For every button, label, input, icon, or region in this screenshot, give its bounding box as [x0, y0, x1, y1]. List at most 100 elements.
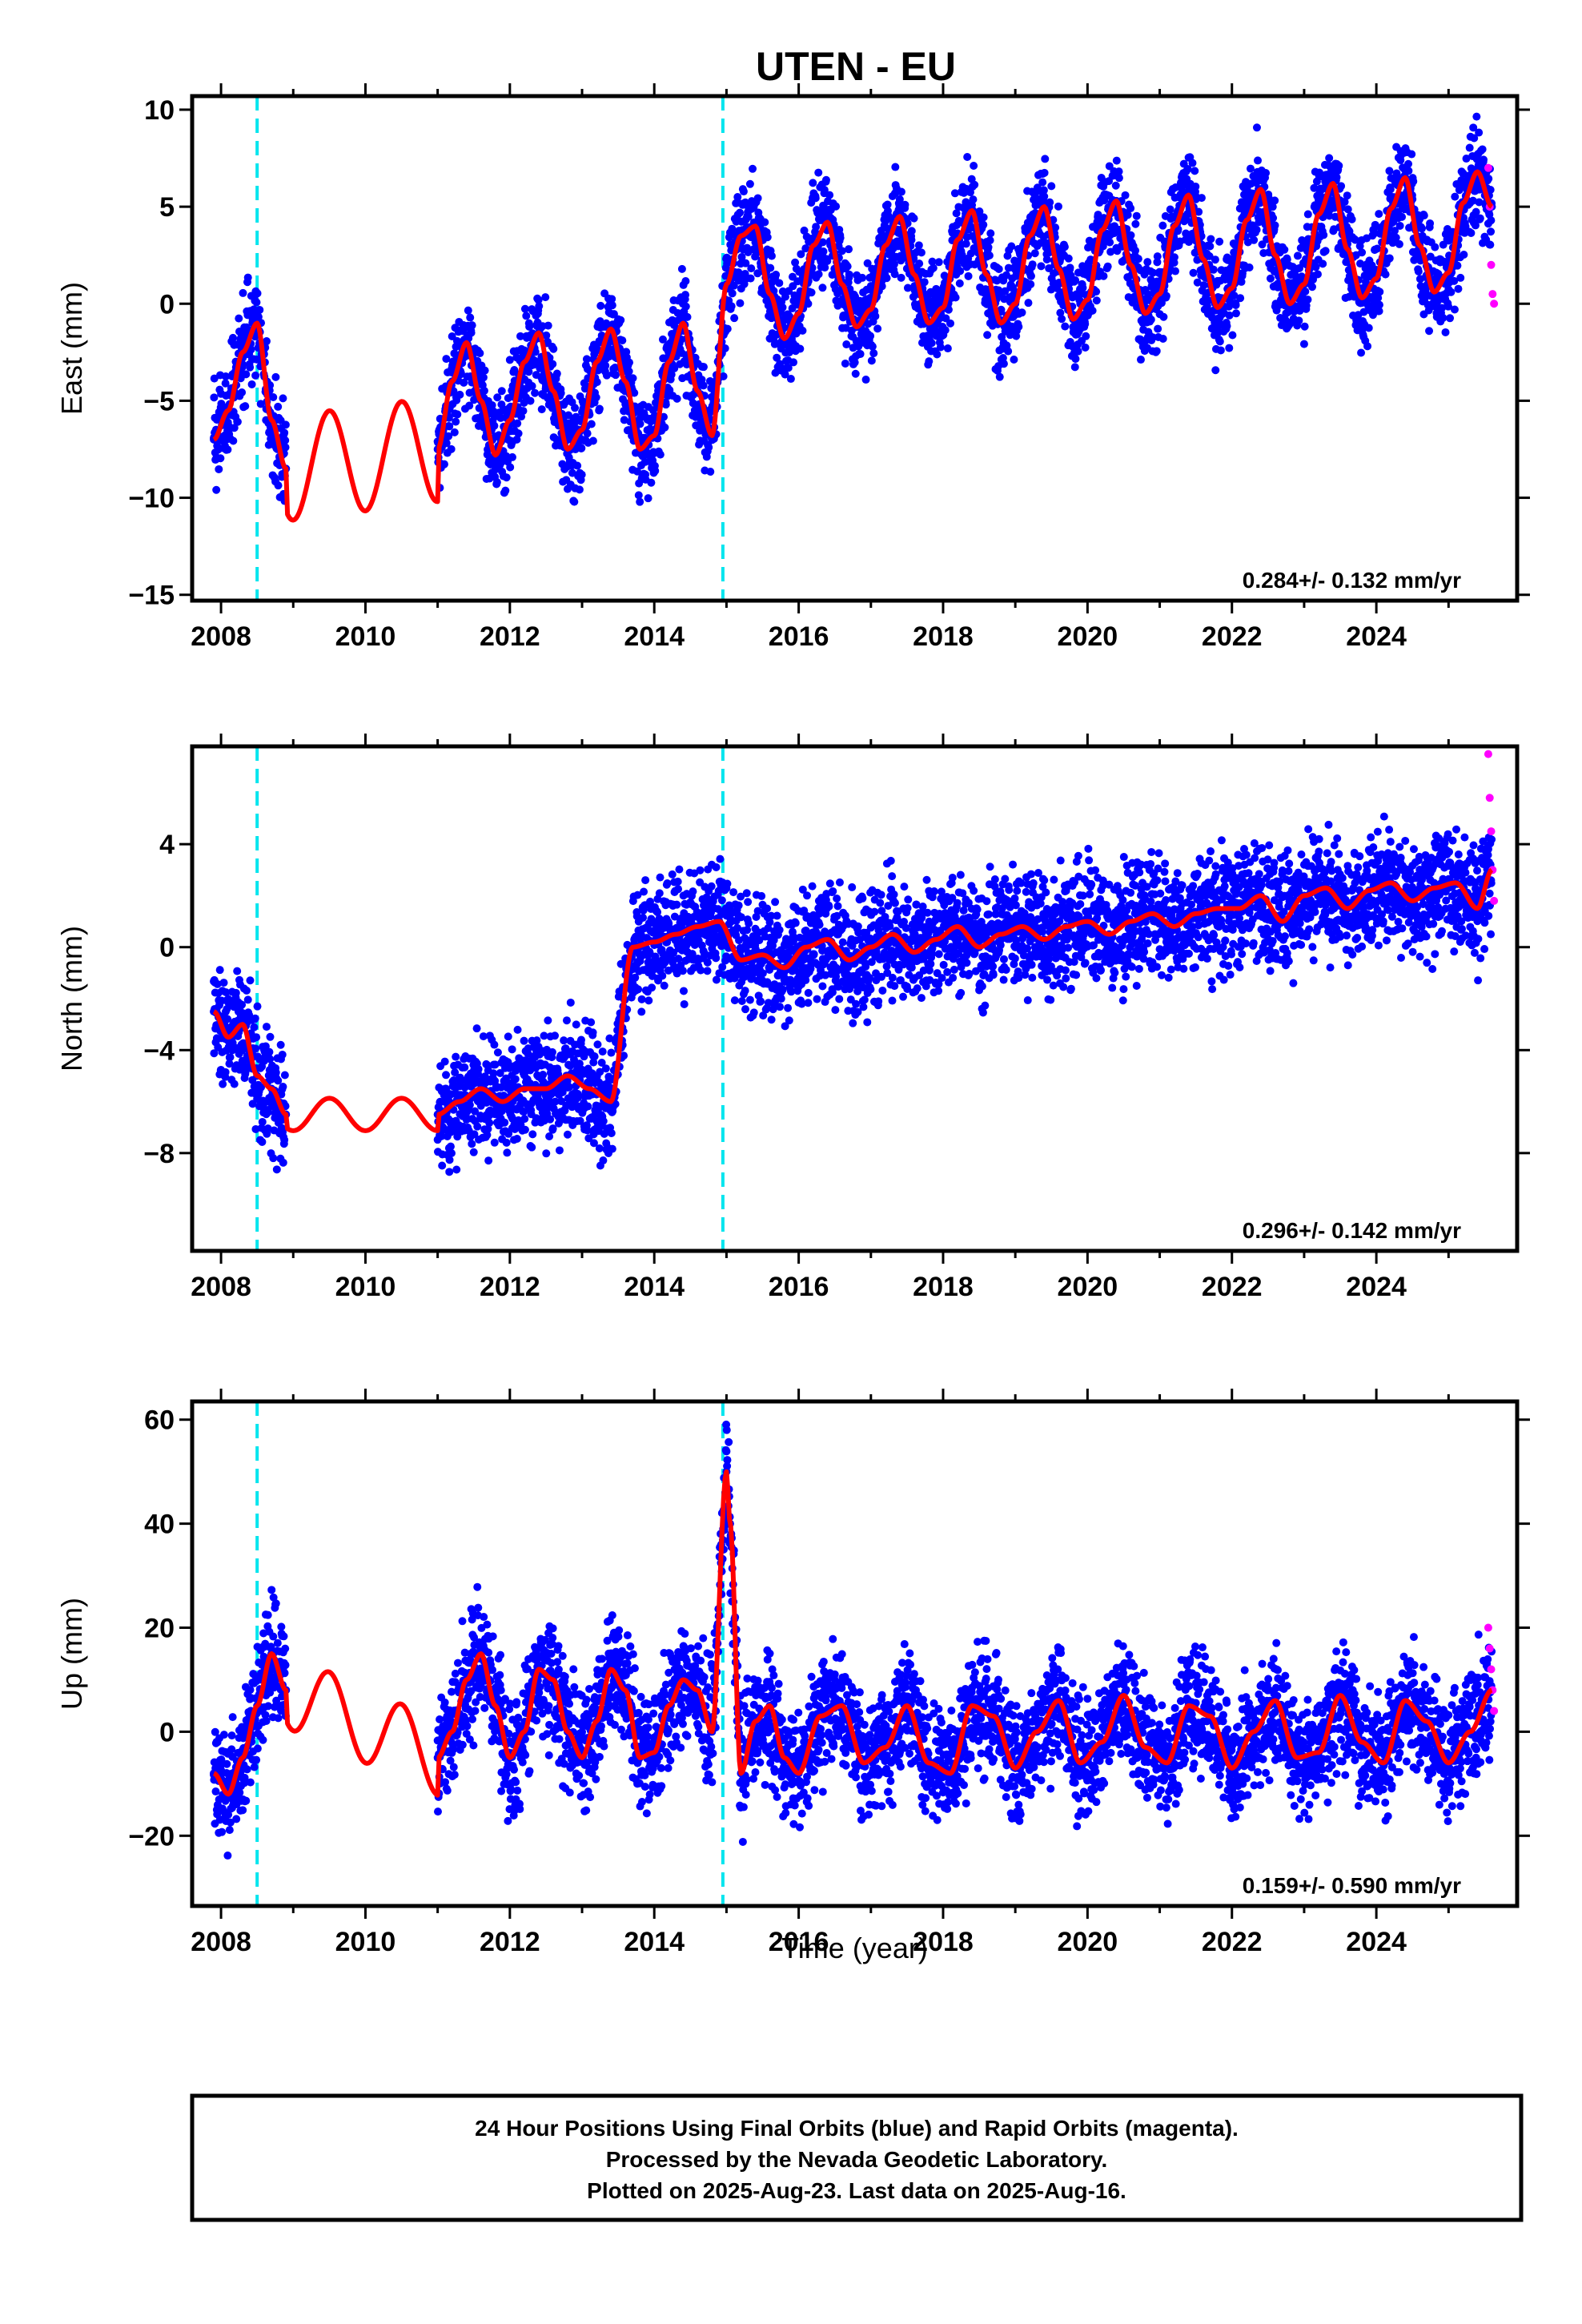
final-orbit-point	[456, 390, 464, 399]
final-orbit-point	[222, 988, 231, 997]
final-orbit-point	[468, 1140, 476, 1148]
final-orbit-point	[1465, 143, 1474, 152]
final-orbit-point	[471, 1107, 480, 1116]
final-orbit-point	[1418, 224, 1427, 233]
final-orbit-point	[279, 1082, 287, 1091]
final-orbit-point	[1094, 211, 1102, 219]
final-orbit-point	[513, 419, 522, 428]
final-orbit-point	[239, 288, 247, 297]
final-orbit-point	[1071, 355, 1080, 364]
final-orbit-point	[440, 460, 448, 468]
final-orbit-point	[216, 454, 225, 463]
final-orbit-point	[464, 306, 472, 315]
final-orbit-point	[1381, 270, 1390, 279]
final-orbit-point	[541, 293, 550, 302]
final-orbit-point	[1099, 271, 1108, 280]
final-orbit-point	[661, 400, 670, 409]
final-orbit-point	[950, 189, 959, 198]
final-orbit-point	[233, 967, 242, 975]
final-orbit-point	[667, 370, 676, 379]
final-orbit-point	[528, 1143, 536, 1152]
final-orbit-point	[1045, 264, 1054, 273]
final-orbit-point	[845, 245, 853, 254]
final-orbit-point	[986, 229, 995, 238]
final-orbit-point	[1295, 316, 1303, 325]
final-orbit-point	[250, 1023, 259, 1031]
final-orbit-point	[746, 274, 755, 283]
final-orbit-point	[767, 251, 776, 260]
final-orbit-point	[588, 436, 597, 445]
final-orbit-point	[480, 386, 488, 395]
final-orbit-point	[705, 443, 713, 452]
final-orbit-point	[453, 410, 462, 419]
final-orbit-point	[531, 348, 540, 356]
final-orbit-point	[683, 312, 692, 321]
final-orbit-point	[753, 194, 762, 203]
final-orbit-point	[633, 467, 642, 476]
final-orbit-point	[788, 304, 797, 313]
final-orbit-point	[1434, 269, 1443, 278]
final-orbit-point	[1268, 203, 1277, 211]
final-orbit-point	[933, 350, 942, 359]
final-orbit-point	[256, 400, 265, 408]
final-orbit-point	[462, 1116, 471, 1124]
final-orbit-point	[1311, 263, 1320, 271]
final-orbit-point	[445, 422, 454, 431]
final-orbit-point	[1295, 307, 1304, 316]
final-orbit-point	[739, 187, 748, 196]
final-orbit-point	[656, 450, 665, 459]
final-orbit-point	[1154, 324, 1162, 333]
final-orbit-point	[1343, 191, 1351, 200]
north-panel: 2008 2010 2012 2014 2016 2018 2020 2022 202440−4…	[55, 734, 1530, 1302]
final-orbit-point	[1363, 342, 1372, 351]
final-orbit-point	[1325, 154, 1334, 163]
final-orbit-point	[254, 312, 263, 321]
final-orbit-point	[265, 1047, 274, 1056]
final-orbit-point	[480, 366, 489, 375]
final-orbit-point	[460, 378, 468, 387]
final-orbit-point	[630, 388, 639, 397]
final-orbit-point	[744, 212, 753, 221]
final-orbit-point	[570, 497, 579, 506]
final-orbit-point	[1047, 182, 1056, 191]
final-orbit-point	[465, 401, 474, 410]
final-orbit-point	[549, 344, 558, 353]
final-orbit-point	[699, 363, 708, 372]
final-orbit-point	[970, 180, 979, 189]
final-orbit-point	[823, 257, 832, 266]
final-orbit-point	[1103, 262, 1112, 271]
final-orbit-point	[1134, 255, 1142, 263]
final-orbit-point	[577, 444, 586, 452]
final-orbit-point	[1431, 243, 1439, 251]
final-orbit-point	[484, 1124, 492, 1133]
final-orbit-point	[943, 344, 952, 353]
final-orbit-point	[1158, 221, 1167, 230]
final-orbit-point	[618, 336, 627, 345]
final-orbit-point	[281, 420, 290, 429]
final-orbit-point	[821, 175, 830, 184]
rapid-orbit-point	[1487, 260, 1496, 269]
final-orbit-point	[1228, 331, 1237, 340]
final-orbit-point	[213, 979, 222, 988]
final-orbit-point	[489, 1069, 498, 1078]
final-orbit-point	[490, 1040, 499, 1049]
final-orbit-point	[1081, 343, 1090, 352]
final-orbit-point	[869, 349, 878, 358]
final-orbit-point	[728, 224, 737, 233]
final-orbit-point	[280, 428, 289, 437]
final-orbit-point	[983, 331, 992, 340]
final-orbit-point	[975, 207, 984, 216]
final-orbit-point	[473, 1122, 482, 1131]
final-orbit-point	[611, 363, 620, 372]
final-orbit-point	[447, 1148, 456, 1157]
final-orbit-point	[798, 326, 807, 335]
final-orbit-point	[496, 413, 505, 422]
final-orbit-point	[723, 324, 732, 333]
final-orbit-point	[646, 424, 655, 433]
rapid-orbit-point	[1488, 290, 1497, 299]
final-orbit-point	[587, 420, 596, 428]
final-orbit-point	[914, 241, 923, 250]
final-orbit-point	[263, 1124, 272, 1133]
final-orbit-point	[775, 279, 784, 287]
final-orbit-point	[452, 1165, 461, 1174]
